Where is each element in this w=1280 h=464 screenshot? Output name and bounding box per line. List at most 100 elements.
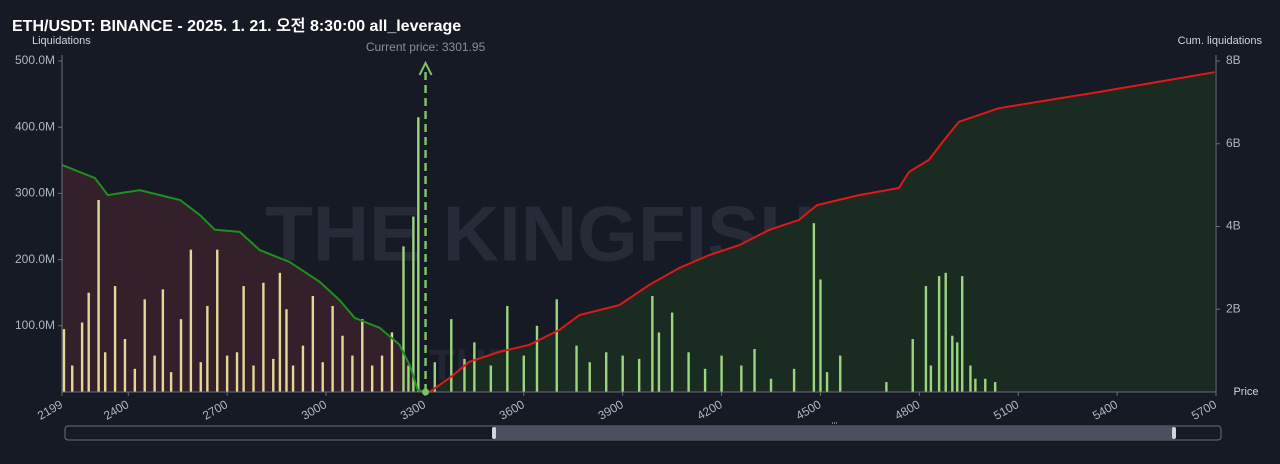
bar [216, 249, 219, 392]
bar [687, 352, 690, 392]
bar [974, 378, 977, 392]
bar [769, 378, 773, 392]
bar [489, 365, 493, 392]
bar [351, 355, 354, 392]
bar [819, 279, 822, 392]
bar [433, 362, 437, 392]
y-axis-label: Liquidations [32, 35, 91, 47]
y-tick-label: 400.0M [15, 119, 55, 133]
bar [637, 358, 641, 392]
bar [311, 296, 315, 392]
bar [252, 365, 255, 392]
bar [123, 339, 127, 392]
bar [206, 305, 209, 392]
bar [225, 355, 229, 392]
bar [588, 362, 591, 392]
bar [412, 216, 415, 392]
bar [278, 272, 282, 392]
bar [703, 368, 707, 392]
bar [189, 249, 193, 392]
bar [361, 319, 364, 392]
bar [740, 365, 743, 392]
bar [575, 345, 578, 392]
y-tick-label: 500.0M [15, 53, 55, 67]
bar [161, 289, 165, 392]
y2-tick-label: 8B [1226, 53, 1241, 67]
cum-line [61, 163, 426, 393]
bar [960, 276, 964, 392]
y-tick-label: 200.0M [15, 252, 55, 266]
bar [621, 355, 624, 392]
bar [956, 342, 959, 392]
bar [390, 332, 394, 392]
bar [792, 368, 796, 392]
cum-area [62, 164, 426, 392]
bar [753, 348, 756, 392]
bar [984, 378, 987, 392]
bar [670, 312, 674, 392]
y-tick-label: 100.0M [15, 318, 55, 332]
bar [911, 339, 914, 392]
bar [133, 368, 137, 392]
bar [301, 345, 305, 392]
bar [103, 352, 107, 392]
bar [380, 355, 384, 392]
bar [402, 246, 405, 392]
bar [272, 358, 275, 392]
bar [937, 276, 941, 392]
bar [153, 355, 156, 392]
bar [97, 200, 100, 392]
bar [555, 299, 558, 392]
bar [657, 332, 661, 392]
bar [87, 292, 90, 392]
x-axis-label: Price [1233, 386, 1258, 398]
chart-title: ETH/USDT: BINANCE - 2025. 1. 21. 오전 8:30… [12, 17, 461, 35]
bar [370, 365, 374, 392]
bar [62, 329, 66, 392]
y2-axis-label: Cum. liquidations [1178, 35, 1263, 47]
bar [522, 355, 525, 392]
bar [407, 365, 410, 392]
y2-tick-label: 2B [1226, 301, 1241, 315]
bar [535, 325, 539, 392]
bar [262, 282, 265, 392]
bar [291, 365, 295, 392]
bar [812, 223, 816, 392]
bar [651, 296, 654, 392]
bar [285, 309, 288, 392]
bar [179, 319, 183, 392]
scroll-handle[interactable] [492, 427, 496, 439]
bar [506, 305, 509, 392]
bar [825, 372, 829, 392]
bar [473, 342, 476, 392]
bar [463, 358, 466, 392]
bar [331, 305, 334, 392]
scroll-handle[interactable] [1172, 427, 1176, 439]
scroll-range[interactable] [494, 426, 1174, 440]
bar [720, 355, 723, 392]
bar [113, 286, 117, 392]
bar [321, 362, 324, 392]
bar [839, 355, 842, 392]
bar [71, 365, 74, 392]
plot-area: THE KINGFISHER.ioTHE KINGFISHER.io [61, 71, 1215, 393]
current-price-arrow [418, 60, 433, 76]
bar [885, 382, 888, 392]
bar [341, 335, 344, 392]
bar [235, 352, 239, 392]
bar [993, 382, 997, 392]
cum-area [429, 72, 1215, 392]
bar [417, 117, 420, 393]
bar [143, 299, 146, 392]
bar [169, 372, 173, 392]
bar [80, 322, 84, 392]
y-tick-label: 300.0M [15, 186, 55, 200]
bar [951, 335, 954, 392]
bar [924, 286, 928, 392]
bar [450, 319, 453, 392]
y2-tick-label: 4B [1226, 219, 1241, 233]
scrollbar[interactable] [64, 422, 1222, 441]
cum-line [428, 71, 1215, 393]
bar [199, 362, 202, 392]
